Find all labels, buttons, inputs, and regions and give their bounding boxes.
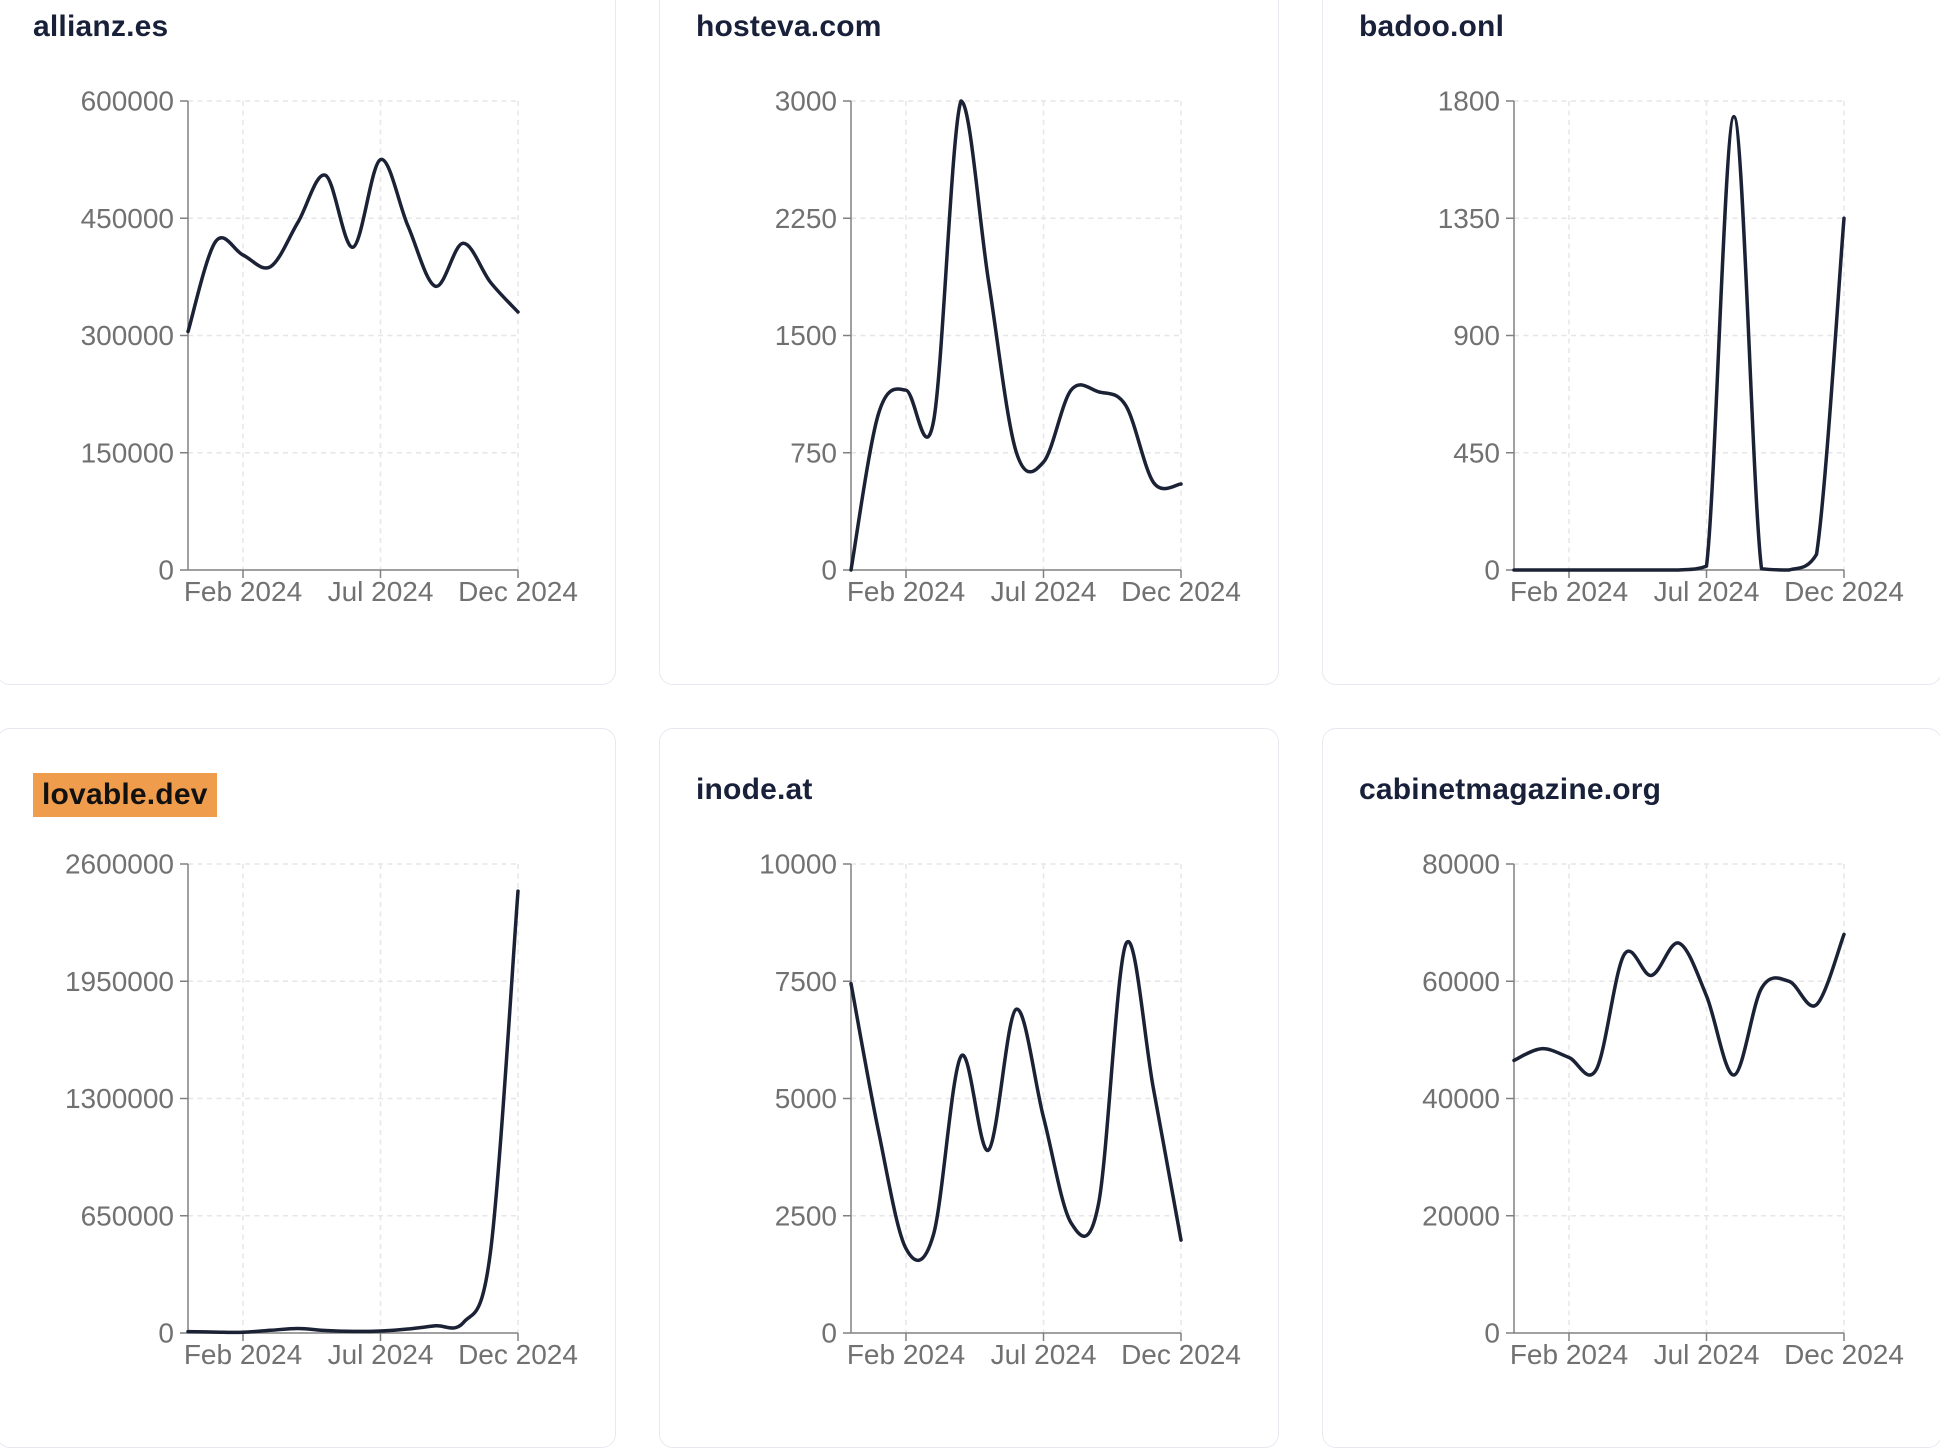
y-tick-label: 0 (158, 1318, 174, 1349)
y-tick-label: 450 (1453, 437, 1500, 468)
y-tick-label: 650000 (81, 1200, 174, 1231)
chart-card-inode-at: inode.at 0 2500 5000 7500 10000 Feb 2024 Jul 20… (659, 728, 1279, 1448)
y-tick-label: 450000 (81, 203, 174, 234)
y-tick-label: 60000 (1422, 966, 1500, 997)
x-tick-label: Dec 2024 (458, 1339, 578, 1370)
chart-title-wrap: allianz.es (33, 10, 168, 44)
y-tick-label: 3000 (775, 86, 837, 117)
chart-title: hosteva.com (696, 10, 882, 43)
y-tick-label: 150000 (81, 437, 174, 468)
y-tick-label: 750 (790, 437, 837, 468)
x-tick-label: Feb 2024 (184, 576, 302, 607)
chart-card-lovable-dev: lovable.dev 0 650000 1300000 1950000 2600000 F… (0, 728, 616, 1448)
chart-title: inode.at (696, 773, 813, 806)
trend-line (186, 157, 520, 334)
y-tick-label: 40000 (1422, 1083, 1500, 1114)
chart-title-wrap: lovable.dev (33, 773, 217, 817)
chart-card-badoo-onl: badoo.onl 0 450 900 1350 1800 Feb 2024 Jul 2024… (1322, 0, 1940, 685)
x-tick-label: Feb 2024 (184, 1339, 302, 1370)
x-tick-label: Dec 2024 (1784, 576, 1904, 607)
x-tick-label: Jul 2024 (991, 576, 1097, 607)
x-tick-label: Jul 2024 (1654, 1339, 1760, 1370)
chart-title: cabinetmagazine.org (1359, 773, 1662, 806)
x-tick-label: Feb 2024 (847, 1339, 965, 1370)
y-tick-label: 1500 (775, 320, 837, 351)
y-tick-label: 2500 (775, 1200, 837, 1231)
line-chart-allianz-es: 0 150000 300000 450000 600000 Feb 2024 Jul 202… (81, 86, 578, 608)
x-tick-label: Feb 2024 (847, 576, 965, 607)
y-tick-label: 0 (821, 555, 837, 586)
y-tick-label: 1350 (1438, 203, 1500, 234)
y-tick-label: 5000 (775, 1083, 837, 1114)
y-tick-label: 0 (1484, 555, 1500, 586)
chart-title: badoo.onl (1359, 10, 1505, 43)
chart-card-allianz-es: allianz.es 0 150000 300000 450000 600000 Feb 2… (0, 0, 616, 685)
trend-line (186, 889, 520, 1335)
y-tick-label: 20000 (1422, 1200, 1500, 1231)
y-tick-label: 900 (1453, 320, 1500, 351)
chart-title-wrap: inode.at (696, 773, 813, 807)
line-chart-cabinetmagazine-org: 0 20000 40000 60000 80000 Feb 2024 Jul 2024 Dec… (1422, 849, 1904, 1371)
chart-title: allianz.es (33, 10, 169, 43)
chart-card-cabinetmagazine-org: cabinetmagazine.org 0 20000 40000 60000 80000… (1322, 728, 1940, 1448)
trend-line (1512, 932, 1846, 1077)
line-chart-lovable-dev: 0 650000 1300000 1950000 2600000 Feb 2024 Jul … (65, 849, 578, 1371)
x-tick-label: Feb 2024 (1510, 576, 1628, 607)
y-tick-label: 300000 (81, 320, 174, 351)
x-tick-label: Dec 2024 (1121, 1339, 1241, 1370)
y-tick-label: 600000 (81, 86, 174, 117)
trend-line (849, 99, 1183, 572)
y-tick-label: 0 (158, 555, 174, 586)
chart-title-wrap: cabinetmagazine.org (1359, 773, 1661, 807)
y-tick-label: 1950000 (65, 966, 174, 997)
y-tick-label: 2250 (775, 203, 837, 234)
x-tick-label: Dec 2024 (1784, 1339, 1904, 1370)
y-tick-label: 7500 (775, 966, 837, 997)
x-tick-label: Jul 2024 (991, 1339, 1097, 1370)
chart-title-highlighted: lovable.dev (33, 773, 217, 817)
line-chart-badoo-onl: 0 450 900 1350 1800 Feb 2024 Jul 2024 Dec 2024 (1438, 86, 1904, 608)
x-tick-label: Dec 2024 (1121, 576, 1241, 607)
y-tick-label: 0 (1484, 1318, 1500, 1349)
x-tick-label: Jul 2024 (1654, 576, 1760, 607)
x-tick-label: Jul 2024 (328, 1339, 434, 1370)
y-tick-label: 80000 (1422, 849, 1500, 880)
line-chart-inode-at: 0 2500 5000 7500 10000 Feb 2024 Jul 2024 Dec 20… (759, 849, 1241, 1371)
chart-title-wrap: badoo.onl (1359, 10, 1504, 44)
y-tick-label: 1300000 (65, 1083, 174, 1114)
x-tick-label: Feb 2024 (1510, 1339, 1628, 1370)
trend-line (849, 939, 1183, 1262)
y-tick-label: 1800 (1438, 86, 1500, 117)
y-tick-label: 0 (821, 1318, 837, 1349)
y-tick-label: 2600000 (65, 849, 174, 880)
line-chart-hosteva-com: 0 750 1500 2250 3000 Feb 2024 Jul 2024 Dec 2024 (775, 86, 1241, 608)
chart-card-hosteva-com: hosteva.com 0 750 1500 2250 3000 Feb 2024 Jul 2… (659, 0, 1279, 685)
x-tick-label: Jul 2024 (328, 576, 434, 607)
x-tick-label: Dec 2024 (458, 576, 578, 607)
trend-line (1512, 114, 1846, 572)
y-tick-label: 10000 (759, 849, 837, 880)
chart-title-wrap: hosteva.com (696, 10, 882, 44)
